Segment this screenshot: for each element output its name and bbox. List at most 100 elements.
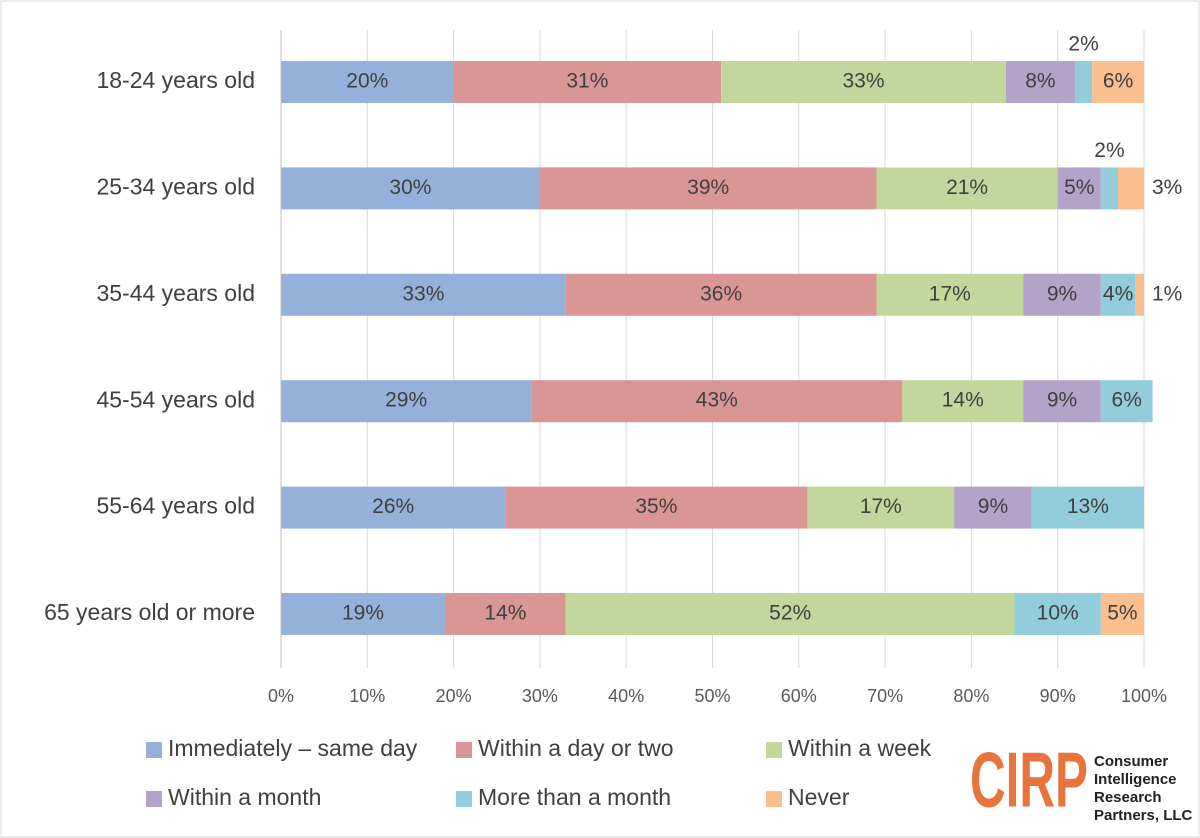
- logo-line: Intelligence: [1094, 771, 1177, 788]
- bar-segment: [954, 486, 1032, 529]
- bar-segment: [1100, 380, 1153, 423]
- value-label: 36%: [700, 282, 742, 305]
- logo-line: Research: [1094, 789, 1162, 806]
- bar-segment: [1014, 593, 1101, 635]
- bar-segment: [565, 273, 877, 316]
- value-label: 17%: [860, 495, 902, 518]
- value-label: 52%: [769, 602, 811, 625]
- bar-segment: [876, 273, 1024, 316]
- bar-segment: [1092, 61, 1144, 103]
- bar-segment: [281, 273, 566, 316]
- bar-segment: [281, 593, 445, 635]
- x-tick-label: 60%: [781, 686, 817, 706]
- x-tick-label: 0%: [268, 686, 294, 706]
- value-label: 5%: [1064, 176, 1094, 199]
- bar-segment: [281, 167, 540, 210]
- value-label: 8%: [1025, 70, 1055, 93]
- value-label: 2%: [1094, 139, 1124, 162]
- legend-label: Within a week: [788, 735, 932, 761]
- y-tick-label: 55-64 years old: [96, 493, 255, 519]
- y-tick-label: 65 years old or more: [44, 599, 255, 625]
- y-tick-label: 25-34 years old: [96, 173, 255, 199]
- bar-segment: [1023, 380, 1101, 423]
- bar-segment: [1023, 273, 1101, 316]
- value-label: 10%: [1037, 602, 1079, 625]
- bar-segment: [1005, 61, 1075, 103]
- value-label: 39%: [687, 176, 729, 199]
- value-label: 14%: [484, 602, 526, 625]
- value-label: 3%: [1152, 176, 1182, 199]
- logo: CIRP Consumer Intelligence Research Part…: [970, 736, 1193, 824]
- bar-segment: [807, 486, 955, 529]
- bar-segment: [281, 61, 454, 103]
- value-label: 31%: [566, 70, 608, 93]
- bar-segment: [1074, 61, 1093, 103]
- x-tick-label: 40%: [608, 686, 644, 706]
- bar-segment: [1100, 167, 1119, 210]
- bar-segment: [1057, 167, 1101, 210]
- y-tick-label: 45-54 years old: [96, 386, 255, 412]
- legend-label: More than a month: [478, 784, 671, 810]
- bar-segment: [539, 167, 877, 210]
- value-label: 21%: [946, 176, 988, 199]
- x-tick-label: 30%: [522, 686, 558, 706]
- value-label: 1%: [1152, 282, 1182, 305]
- bar-segment: [1100, 273, 1136, 316]
- logo-mark: CIRP: [970, 736, 1088, 824]
- legend-label: Within a day or two: [478, 735, 674, 761]
- value-label: 35%: [635, 495, 677, 518]
- value-label: 2%: [1068, 33, 1098, 56]
- x-tick-label: 50%: [694, 686, 730, 706]
- x-tick-label: 100%: [1121, 686, 1167, 706]
- bar-segment: [902, 380, 1024, 423]
- legend-swatch: [146, 742, 162, 758]
- x-tick-label: 90%: [1040, 686, 1076, 706]
- value-label: 26%: [372, 495, 414, 518]
- legend-label: Within a month: [168, 784, 321, 810]
- logo-line: Consumer: [1094, 753, 1168, 770]
- logo-line: Partners, LLC: [1094, 807, 1193, 824]
- legend-label: Never: [788, 784, 850, 810]
- legend-swatch: [456, 742, 472, 758]
- bar-segment: [281, 380, 532, 423]
- value-label: 9%: [978, 495, 1008, 518]
- value-label: 9%: [1047, 282, 1077, 305]
- value-label: 19%: [342, 602, 384, 625]
- bar-segment: [1031, 486, 1144, 529]
- value-label: 4%: [1103, 282, 1133, 305]
- bar-segment: [505, 486, 808, 529]
- value-label: 33%: [402, 282, 444, 305]
- value-label: 20%: [346, 70, 388, 93]
- value-label: 13%: [1067, 495, 1109, 518]
- legend-swatch: [146, 791, 162, 807]
- value-label: 6%: [1103, 70, 1133, 93]
- x-tick-label: 10%: [349, 686, 385, 706]
- x-tick-label: 80%: [953, 686, 989, 706]
- value-label: 30%: [389, 176, 431, 199]
- y-tick-label: 18-24 years old: [96, 67, 255, 93]
- bar-segment: [565, 593, 1015, 635]
- value-label: 29%: [385, 389, 427, 412]
- value-label: 9%: [1047, 389, 1077, 412]
- bar-segment: [453, 61, 722, 103]
- value-label: 14%: [942, 389, 984, 412]
- bar-segment: [876, 167, 1058, 210]
- x-tick-label: 20%: [436, 686, 472, 706]
- value-label: 43%: [696, 389, 738, 412]
- bar-segment: [1135, 273, 1144, 316]
- bar-segment: [281, 486, 506, 529]
- value-label: 5%: [1107, 602, 1137, 625]
- bar-segment: [721, 61, 1006, 103]
- legend-swatch: [456, 791, 472, 807]
- legend-swatch: [766, 742, 782, 758]
- legend-label: Immediately – same day: [168, 735, 418, 761]
- bar-segment: [444, 593, 566, 635]
- bar-segment: [1118, 167, 1144, 210]
- y-tick-label: 35-44 years old: [96, 280, 255, 306]
- bar-segment: [531, 380, 903, 423]
- x-tick-label: 70%: [867, 686, 903, 706]
- value-label: 33%: [843, 70, 885, 93]
- legend-swatch: [766, 791, 782, 807]
- value-label: 17%: [929, 282, 971, 305]
